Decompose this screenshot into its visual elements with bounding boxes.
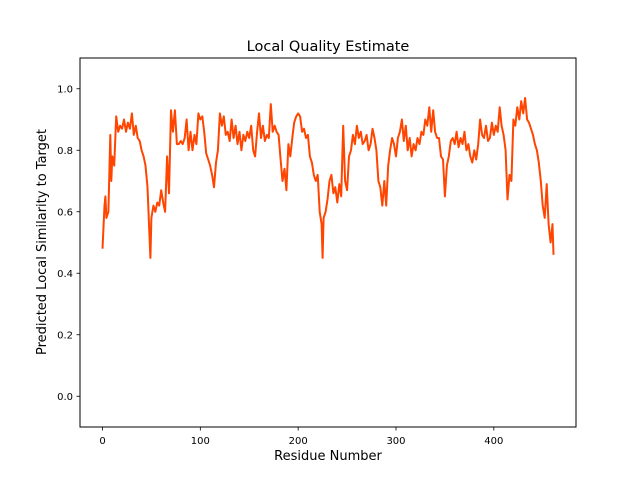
- x-tick-label: 200: [289, 436, 308, 447]
- y-tick-label: 0.2: [57, 330, 73, 341]
- chart-title: Local Quality Estimate: [247, 39, 410, 55]
- x-tick-label: 300: [386, 436, 405, 447]
- y-axis-label: Predicted Local Similarity to Target: [35, 129, 50, 355]
- x-tick-label: 0: [99, 436, 105, 447]
- y-tick-label: 0.6: [57, 207, 73, 218]
- x-tick-label: 400: [484, 436, 503, 447]
- y-tick-label: 1.0: [57, 84, 73, 95]
- x-ticks: 0 100 200 300 400: [99, 427, 503, 447]
- y-ticks: 0.0 0.2 0.4 0.6 0.8 1.0: [57, 84, 80, 403]
- plot-frame: [79, 57, 577, 428]
- y-tick-label: 0.0: [57, 392, 73, 403]
- x-axis-label: Residue Number: [274, 449, 382, 464]
- series-line-local-quality: [101, 97, 555, 259]
- x-tick-label: 100: [191, 436, 210, 447]
- y-tick-label: 0.4: [57, 269, 73, 280]
- y-tick-label: 0.8: [57, 146, 73, 157]
